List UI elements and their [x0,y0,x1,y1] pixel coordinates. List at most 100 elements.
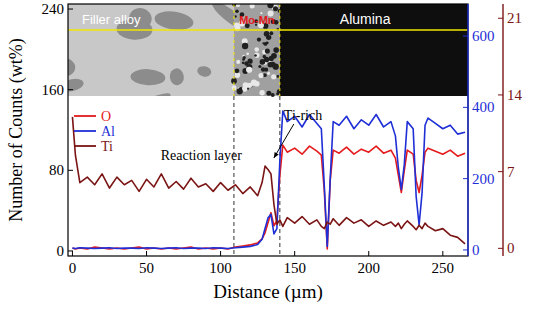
annotation: Ti-rich [284,108,322,123]
y-tick-label: 240 [42,1,65,17]
momn-grain [269,31,273,35]
y3-tick [498,248,503,249]
momn-grain [258,73,263,78]
y2-tick-label: 0 [472,242,480,258]
phase-blob [130,68,166,86]
y3-tick-label: 7 [507,164,515,180]
momn-grain [261,67,265,71]
x-tick-label: 150 [283,260,306,276]
annotation: Mo-Mn [239,14,275,26]
momn-grain [246,52,249,55]
y3-tick-label: 14 [507,87,523,103]
y-tick-label: 0 [57,243,65,259]
boundary-line [233,96,234,256]
momn-grain [257,38,261,42]
momn-grain [258,65,261,68]
annotation: Alumina [340,11,391,27]
y2-tick-label: 600 [472,28,495,44]
x-tick-label: 200 [357,260,380,276]
phase-blob [153,9,194,32]
momn-grain [269,56,274,61]
momn-grain [270,62,276,68]
momn-grain [264,57,270,63]
y3-axis [502,4,503,256]
momn-grain [276,92,280,96]
momn-grain [266,91,271,96]
filler-phases [68,4,234,96]
sem-image [68,4,468,256]
momn-grain [254,81,260,87]
y3-tick-label: 21 [507,10,522,26]
series-line [72,111,465,249]
phase-blob [130,90,172,96]
x-tick [294,251,295,256]
y-tick [68,170,73,171]
alumina-region [280,4,468,96]
momn-grain [265,48,270,53]
phase-blob [169,68,185,86]
annotation: Filler alloy [82,12,141,27]
x-tick-label: 250 [432,260,455,276]
y2-tick [463,107,468,108]
momn-grain [235,10,239,14]
chart: Filler alloy Mo-Mn Alumina 0 50 100 150 200 250 0… [0,0,533,316]
momn-region [234,4,280,96]
legend-swatch [74,115,96,117]
momn-grain [254,53,259,58]
momn-grain [267,4,273,8]
momn-grain [243,56,246,59]
momn-grain [273,47,279,53]
momn-grain [236,60,240,64]
legend-swatch [74,145,96,147]
x-tick [368,251,369,256]
scan-line [68,29,468,31]
x-axis-title: Distance (µm) [213,281,323,303]
y-tick [68,9,73,10]
boundary-line [233,4,234,96]
y-tick-label: 160 [42,82,65,98]
plot-lines [72,111,465,249]
momn-grain [262,42,264,44]
legend-swatch [74,130,96,132]
annotation-arrowhead [274,152,279,158]
momn-grain [264,31,270,37]
series-line [72,117,465,244]
x-tick [442,251,443,256]
y3-tick-label: 0 [507,240,515,256]
momn-grain [242,43,248,49]
momn-grain [233,85,236,88]
plot-frame [68,4,468,256]
momn-grain [242,62,245,65]
legend-label: Al [101,124,115,139]
x-tick-label: 0 [69,260,77,276]
x-tick-label: 50 [139,260,154,276]
series-line [72,145,465,249]
annotation: Reaction layer [161,148,243,163]
x-tick [146,251,147,256]
momn-grain [255,47,259,51]
y3-tick [498,94,503,95]
momn-grain [271,74,276,79]
y-tick [68,250,73,251]
y2-tick-label: 400 [472,99,495,115]
x-tick [220,251,221,256]
y2-tick [463,249,468,250]
momn-grain [243,82,249,88]
momn-grain [254,54,257,57]
y-tick-label: 80 [49,162,64,178]
momn-grain [247,88,249,90]
phase-blob [196,65,212,78]
momn-grain [273,6,278,11]
momn-grain [234,15,236,17]
momn-grain [263,73,267,77]
x-tick [72,251,73,256]
x-tick-label: 100 [209,260,232,276]
y2-tick [463,178,468,179]
legend-label: Ti [101,139,113,154]
boundary-line [279,4,280,96]
y-tick [68,89,73,90]
phase-blob [68,77,85,94]
legend-label: O [101,109,111,124]
momn-grain [237,88,243,94]
momn-grain [259,90,264,95]
